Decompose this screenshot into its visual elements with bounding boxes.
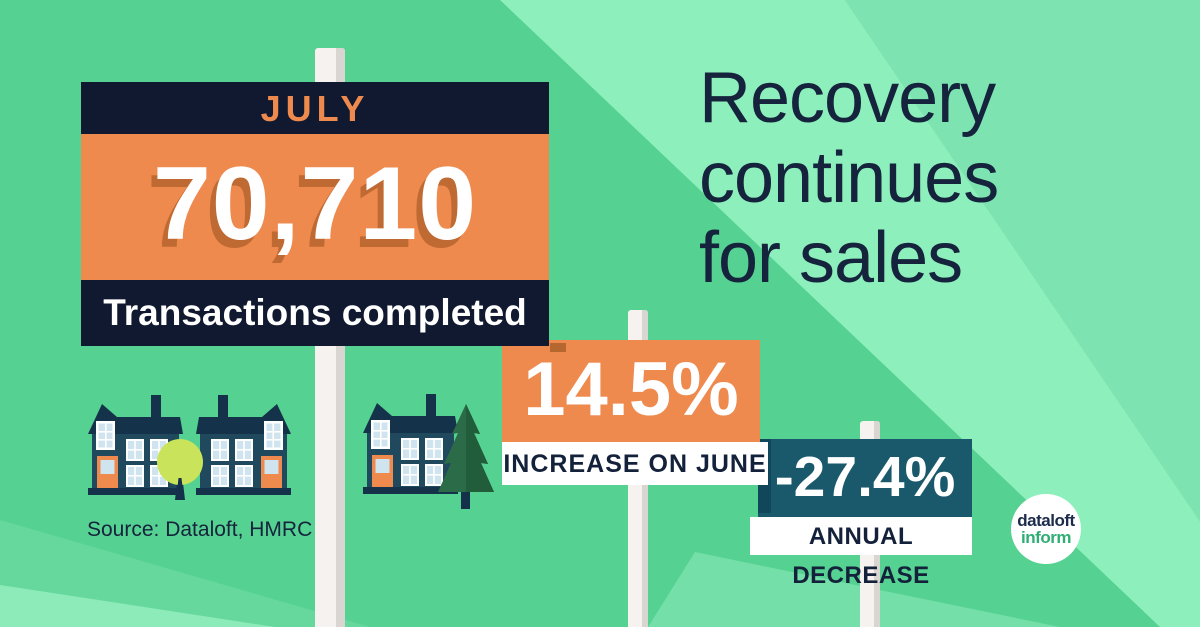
round-tree-icon [157,439,203,500]
main-sign: JULY 70,710 Transactions completed [81,82,549,346]
title-line: Recovery [699,58,996,138]
logo-product-text: inform [1021,528,1071,547]
house-icon [363,394,458,494]
page-title: Recovery continues for sales [699,58,999,298]
june-sign-caption: INCREASE ON JUNE [503,450,767,478]
dataloft-inform-logo: dataloft inform [1011,494,1081,564]
main-sign-month: JULY [81,82,549,134]
june-sign-value-panel: 14.5% [502,340,760,442]
house-icon [88,395,183,495]
title-line: for sales [699,218,963,298]
pine-tree-icon [438,404,494,509]
title-line: continues [699,138,999,218]
main-sign-value: 70,710 [81,134,549,280]
main-sign-shadow [550,343,566,352]
main-sign-caption: Transactions completed [81,280,549,346]
annual-sign-value-panel: -27.4% [758,439,972,517]
annual-sign-caption-panel: ANNUAL DECREASE [750,517,972,589]
june-sign-caption-panel: INCREASE ON JUNE [502,442,768,485]
june-sign-value: 14.5% [523,347,739,432]
logo-brand-text: dataloft [1017,511,1075,530]
source-attribution: Source: Dataloft, HMRC [87,518,313,541]
annual-sign-caption: ANNUAL DECREASE [792,523,930,589]
annual-sign-value: -27.4% [774,445,956,509]
house-icon [196,395,291,495]
